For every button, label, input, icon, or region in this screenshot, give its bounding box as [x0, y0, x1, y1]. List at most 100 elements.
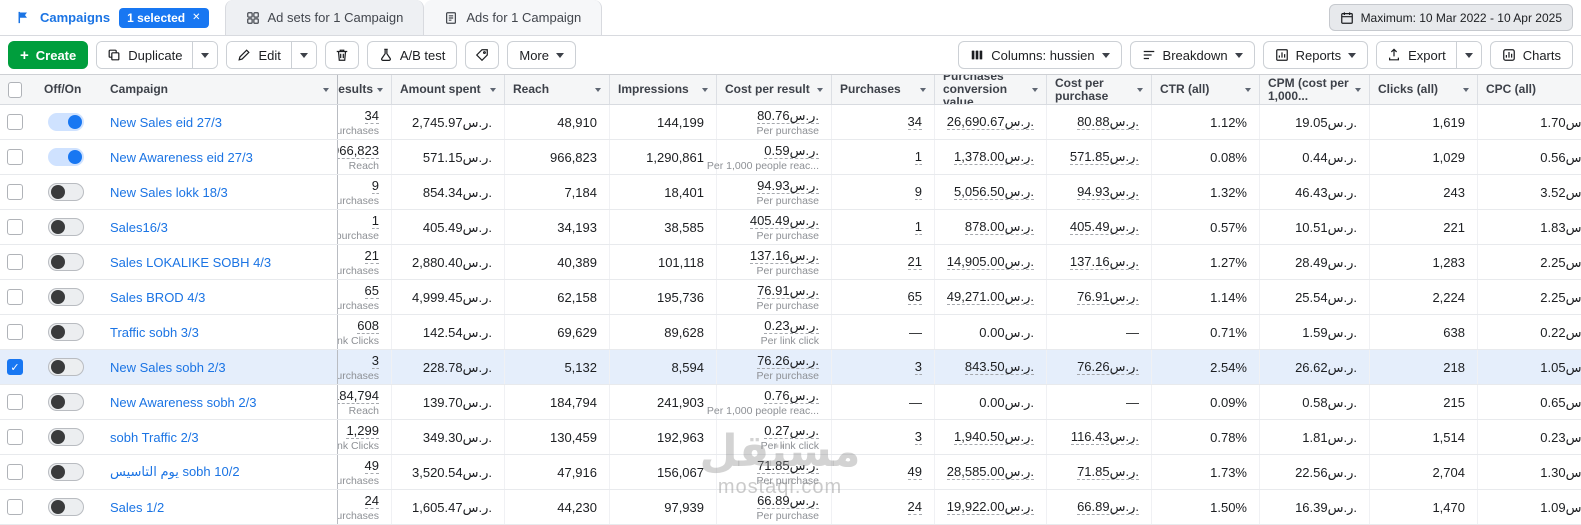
selected-count-badge[interactable]: 1 selected ✕ [119, 7, 209, 28]
table-row[interactable]: Traffic sobh 3/3 608 Link Clicks 142.54ر… [0, 315, 1581, 350]
purchases-value[interactable]: 3 [914, 429, 922, 445]
campaign-link[interactable]: Traffic sobh 3/3 [110, 324, 199, 340]
campaign-link[interactable]: Sales BROD 4/3 [110, 289, 206, 305]
cost-per-purchase-value[interactable]: 71.85ر.س. [1077, 464, 1139, 480]
purchases-conversion-value[interactable]: 0.00ر.س. [979, 324, 1034, 340]
column-header-clicks[interactable]: Clicks (all) [1370, 75, 1478, 104]
campaign-toggle[interactable] [48, 463, 84, 481]
campaign-toggle[interactable] [48, 148, 84, 166]
results-value[interactable]: 966,823 [338, 143, 379, 159]
tab-campaigns[interactable]: Campaigns 1 selected ✕ [0, 0, 225, 35]
campaign-toggle[interactable] [48, 183, 84, 201]
row-checkbox[interactable] [7, 359, 23, 375]
delete-button[interactable] [324, 41, 359, 69]
cost-per-result-value[interactable]: 405.49ر.س. [749, 212, 819, 229]
purchases-conversion-value[interactable]: 1,378.00ر.س. [954, 149, 1034, 165]
purchases-value[interactable]: 65 [907, 289, 922, 305]
cost-per-result-value[interactable]: 0.23ر.س. [764, 317, 819, 334]
cost-per-result-value[interactable]: 0.59ر.س. [764, 142, 819, 159]
row-checkbox[interactable] [7, 499, 23, 515]
purchases-value[interactable]: 24 [907, 499, 922, 515]
cost-per-purchase-value[interactable]: 116.43ر.س. [1070, 429, 1139, 445]
select-all-checkbox[interactable] [8, 81, 22, 98]
campaign-toggle[interactable] [48, 323, 84, 341]
cost-per-purchase-value[interactable]: 94.93ر.س. [1077, 184, 1139, 200]
campaign-link[interactable]: Sales16/3 [110, 219, 168, 235]
purchases-conversion-value[interactable]: 1,940.50ر.س. [954, 429, 1034, 445]
purchases-conversion-value[interactable]: 49,271.00ر.س. [946, 289, 1034, 305]
campaign-link[interactable]: Sales 1/2 [110, 499, 165, 515]
ab-test-button[interactable]: A/B test [366, 41, 458, 69]
charts-button[interactable]: Charts [1489, 41, 1573, 69]
duplicate-dropdown-button[interactable] [192, 42, 218, 68]
tag-button[interactable] [465, 41, 500, 69]
campaign-toggle[interactable] [48, 428, 84, 446]
results-value[interactable]: 608 [357, 317, 379, 334]
campaign-link[interactable]: يوم التاسيس sobh 10/2 [110, 464, 240, 479]
results-value[interactable]: 49 [364, 457, 379, 474]
row-checkbox[interactable] [7, 289, 23, 305]
purchases-value[interactable]: — [909, 394, 922, 410]
table-row[interactable]: Sales 1/2 24 purchases 1,605.47ر.س. 44,2… [0, 490, 1581, 525]
duplicate-button[interactable]: Duplicate [97, 42, 193, 68]
purchases-value[interactable]: 21 [907, 254, 922, 270]
campaign-toggle[interactable] [48, 498, 84, 516]
table-row[interactable]: يوم التاسيس sobh 10/2 49 purchases 3,520… [0, 455, 1581, 490]
cost-per-result-value[interactable]: 76.26ر.س. [757, 352, 819, 369]
table-row[interactable]: New Sales eid 27/3 34 purchases 2,745.97… [0, 105, 1581, 140]
campaign-link[interactable]: New Sales lokk 18/3 [110, 184, 228, 200]
edit-dropdown-button[interactable] [290, 42, 316, 68]
results-value[interactable]: 9 [371, 177, 379, 194]
column-header-purchases[interactable]: Purchases [832, 75, 935, 104]
row-checkbox[interactable] [7, 254, 23, 270]
cost-per-purchase-value[interactable]: 76.26ر.س. [1077, 359, 1139, 375]
more-button[interactable]: More [507, 41, 576, 69]
cost-per-purchase-value[interactable]: 405.49ر.س. [1069, 219, 1139, 235]
table-row[interactable]: Sales LOKALIKE SOBH 4/3 21 purchases 2,8… [0, 245, 1581, 280]
purchases-conversion-value[interactable]: 843.50ر.س. [964, 359, 1034, 375]
results-value[interactable]: 1,299 [346, 422, 379, 439]
cost-per-purchase-value[interactable]: 137.16ر.س. [1069, 254, 1139, 270]
table-row[interactable]: New Sales lokk 18/3 9 purchases 854.34ر.… [0, 175, 1581, 210]
results-value[interactable]: 184,794 [338, 388, 379, 404]
export-dropdown-button[interactable] [1455, 42, 1481, 68]
column-header-impressions[interactable]: Impressions [610, 75, 717, 104]
cost-per-result-value[interactable]: 0.27ر.س. [764, 422, 819, 439]
purchases-conversion-value[interactable]: 5,056.50ر.س. [954, 184, 1034, 200]
campaign-link[interactable]: Sales LOKALIKE SOBH 4/3 [110, 254, 272, 270]
purchases-conversion-value[interactable]: 19,922.00ر.س. [946, 499, 1034, 515]
edit-button[interactable]: Edit [227, 42, 291, 68]
purchases-value[interactable]: 3 [914, 359, 922, 375]
results-value[interactable]: 21 [364, 247, 379, 264]
table-row[interactable]: New Awareness eid 27/3 966,823 Reach 571… [0, 140, 1581, 175]
cost-per-result-value[interactable]: 80.76ر.س. [757, 107, 819, 124]
campaign-link[interactable]: New Sales sobh 2/3 [110, 359, 226, 375]
tab-adsets[interactable]: Ad sets for 1 Campaign [224, 0, 425, 35]
row-checkbox[interactable] [7, 394, 23, 410]
row-checkbox[interactable] [7, 184, 23, 200]
column-header-amount-spent[interactable]: Amount spent [392, 75, 505, 104]
results-value[interactable]: 65 [364, 282, 379, 299]
cost-per-result-value[interactable]: 76.91ر.س. [757, 282, 819, 299]
purchases-conversion-value[interactable]: 26,690.67ر.س. [946, 114, 1034, 130]
table-row[interactable]: New Sales sobh 2/3 3 purchases 228.78ر.س… [0, 350, 1581, 385]
cost-per-purchase-value[interactable]: — [1126, 394, 1139, 410]
table-row[interactable]: Sales BROD 4/3 65 purchases 4,999.45ر.س.… [0, 280, 1581, 315]
column-header-purchases-conversion-value[interactable]: Purchases conversion value [935, 75, 1047, 104]
cost-per-result-value[interactable]: 94.93ر.س. [757, 177, 819, 194]
purchases-value[interactable]: 34 [907, 114, 922, 130]
row-checkbox[interactable] [7, 324, 23, 340]
column-header-results[interactable]: Results [337, 75, 392, 104]
results-value[interactable]: 34 [364, 107, 379, 124]
table-row[interactable]: Sales16/3 1 purchase 405.49ر.س. 34,193 3… [0, 210, 1581, 245]
results-value[interactable]: 1 [371, 212, 379, 229]
campaign-toggle[interactable] [48, 218, 84, 236]
cost-per-result-value[interactable]: 66.89ر.س. [757, 492, 819, 509]
column-header-ctr[interactable]: CTR (all) [1152, 75, 1260, 104]
campaign-toggle[interactable] [48, 288, 84, 306]
campaign-link[interactable]: sobh Traffic 2/3 [110, 429, 199, 445]
purchases-conversion-value[interactable]: 878.00ر.س. [964, 219, 1034, 235]
column-header-cost-per-result[interactable]: Cost per result [717, 75, 832, 104]
campaign-toggle[interactable] [48, 393, 84, 411]
campaign-toggle[interactable] [48, 253, 84, 271]
